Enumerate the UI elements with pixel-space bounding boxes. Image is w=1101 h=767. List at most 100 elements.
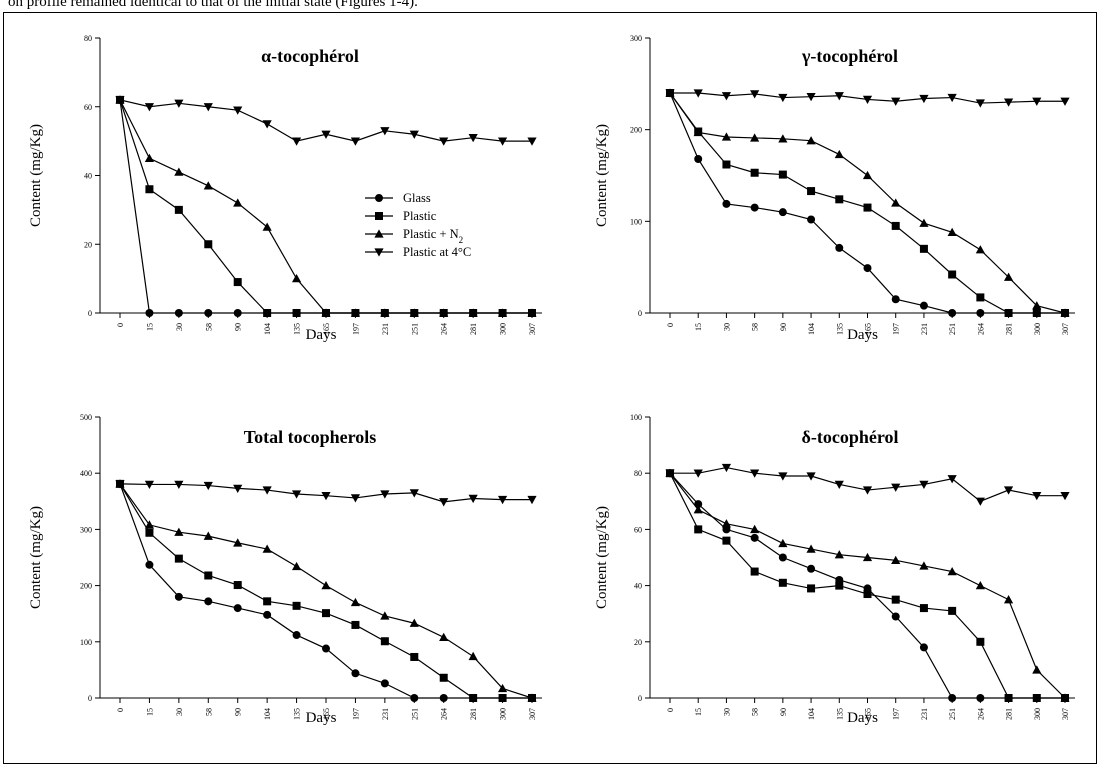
data-point [976,293,985,302]
data-point [380,611,390,620]
x-tick-label: 15 [694,323,703,331]
x-tick-label: 251 [410,323,419,335]
x-tick-label: 231 [920,708,929,720]
chart-delta-tocopherol: 0 20 40 60 80 100 0 15 30 58 90 104 135 165 197 231 251 2… [594,413,1075,726]
series-line [670,466,1065,502]
data-point [409,489,419,498]
data-point [693,505,703,514]
data-point [721,519,732,528]
y-axis-label: Content (mg/Kg) [28,124,44,227]
data-point [527,137,537,146]
legend-marker [375,194,383,202]
data-point [778,553,787,562]
x-tick-label: 251 [948,323,957,335]
data-point [1060,492,1070,501]
y-axis-label: Content (mg/Kg) [594,124,610,227]
x-axis-label: Days [847,710,878,726]
legend-label: Plastic + N2 [403,227,463,245]
legend-entry-plastic-at-4-c: Plastic at 4°C [365,245,471,259]
y-tick-label: 60 [84,103,92,112]
data-point [693,89,703,98]
data-point [233,604,242,613]
data-point [468,308,478,317]
data-point [1032,492,1042,501]
data-point [807,564,816,573]
data-point [291,561,302,571]
data-point [862,486,873,495]
data-point [835,243,844,252]
data-point [321,492,331,501]
series-glass [666,89,1069,317]
data-point [750,90,760,99]
data-point [863,203,872,212]
x-tick-label: 300 [1033,323,1042,335]
data-point [948,694,957,702]
data-point [145,185,154,194]
data-point [976,694,985,702]
series-glass [116,479,536,702]
data-point [439,498,449,507]
x-tick-label: 30 [175,708,184,716]
y-tick-label: 0 [88,694,92,703]
x-tick-label: 300 [499,323,508,335]
x-tick-label: 104 [807,708,816,720]
x-axis-label: Days [306,710,337,726]
data-point [380,127,390,136]
y-tick-label: 300 [630,34,642,43]
data-point [948,606,957,615]
legend-marker [375,212,383,220]
series-glass [666,469,1069,702]
data-point [919,244,928,253]
data-point [665,469,675,478]
data-point [919,561,929,570]
data-point [321,581,331,590]
data-point [806,544,816,553]
data-point [321,308,331,317]
data-point [262,544,272,553]
x-tick-label: 58 [751,323,760,331]
x-tick-label: 90 [779,708,788,716]
y-tick-label: 20 [84,240,92,249]
x-tick-label: 251 [948,708,957,720]
data-point [806,92,816,102]
x-tick-label: 165 [864,708,873,720]
data-point [947,566,957,576]
x-tick-label: 165 [322,323,331,335]
series-plastic [666,89,1069,317]
data-point [233,309,242,317]
data-point [527,495,537,505]
data-point [750,524,760,534]
data-point [862,552,873,562]
y-tick-label: 400 [80,469,92,478]
y-axis-label: Content (mg/Kg) [28,506,44,609]
legend-entry-plastic-n: Plastic + N2 [365,227,463,245]
data-point [891,97,901,106]
data-point [233,278,242,287]
data-point [693,469,703,478]
y-tick-label: 0 [88,309,92,318]
x-tick-label: 104 [263,323,272,335]
data-point [233,538,243,547]
data-point [891,295,900,304]
data-point [750,168,759,177]
data-point [291,137,302,146]
data-point [233,198,243,207]
y-tick-label: 40 [634,582,642,591]
data-point [778,134,788,143]
series-plastic-at-4-c [665,89,1070,108]
data-point [948,309,957,317]
data-point [204,309,213,317]
x-tick-label: 135 [835,323,844,335]
data-point [497,137,508,146]
data-point [778,93,788,103]
y-tick-label: 0 [638,309,642,318]
data-point [807,215,816,224]
data-point [439,694,448,702]
data-point [174,592,183,601]
data-point [174,99,184,108]
data-point [750,133,760,142]
data-point [834,149,844,159]
series-line [119,483,532,699]
x-tick-label: 0 [666,708,675,712]
x-tick-label: 264 [976,708,985,720]
